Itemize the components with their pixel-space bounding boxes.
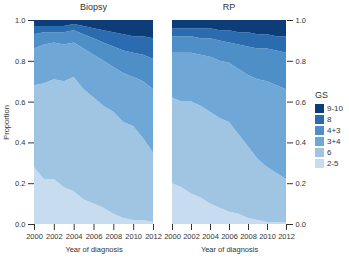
- html-text:4+3: 4+3: [327, 126, 341, 135]
- svg-text:2010: 2010: [125, 232, 142, 241]
- svg-text:2000: 2000: [26, 232, 43, 241]
- svg-text:2006: 2006: [86, 232, 103, 241]
- svg-text:0.2: 0.2: [296, 179, 306, 188]
- svg-text:2010: 2010: [259, 232, 276, 241]
- svg-text:2004: 2004: [202, 232, 219, 241]
- html-text:GS: GS: [315, 90, 328, 100]
- svg-text:0.4: 0.4: [296, 138, 306, 147]
- svg-text:1.0: 1.0: [15, 16, 25, 25]
- svg-text:2002: 2002: [46, 232, 63, 241]
- html-text:2-5: 2-5: [327, 159, 339, 168]
- html-text:Biopsy: Biopsy: [80, 2, 107, 12]
- html-text:9-10: 9-10: [327, 104, 343, 113]
- svg-text:Year of diagnosis: Year of diagnosis: [65, 245, 123, 254]
- svg-text:0.6: 0.6: [15, 98, 25, 107]
- svg-text:1.0: 1.0: [296, 16, 306, 25]
- svg-text:0.2: 0.2: [15, 179, 25, 188]
- svg-text:2002: 2002: [183, 232, 200, 241]
- svg-text:0.8: 0.8: [296, 57, 306, 66]
- svg-text:Proportion: Proportion: [2, 105, 11, 140]
- html-text:8: 8: [327, 115, 332, 124]
- svg-text:2006: 2006: [221, 232, 238, 241]
- html-text:6: 6: [327, 148, 332, 157]
- svg-text:2012: 2012: [278, 232, 295, 241]
- svg-text:0.0: 0.0: [296, 220, 306, 229]
- svg-text:0.0: 0.0: [15, 220, 25, 229]
- svg-text:2008: 2008: [105, 232, 122, 241]
- svg-text:2000: 2000: [164, 232, 181, 241]
- html-text:RP: RP: [222, 2, 236, 12]
- svg-text:Year of diagnosis: Year of diagnosis: [201, 245, 259, 254]
- svg-text:0.4: 0.4: [15, 138, 25, 147]
- svg-text:2012: 2012: [145, 232, 162, 241]
- html-text:3+4: 3+4: [327, 137, 341, 146]
- svg-text:0.6: 0.6: [296, 98, 306, 107]
- svg-text:0.8: 0.8: [15, 57, 25, 66]
- svg-text:2004: 2004: [66, 232, 83, 241]
- svg-text:2008: 2008: [240, 232, 257, 241]
